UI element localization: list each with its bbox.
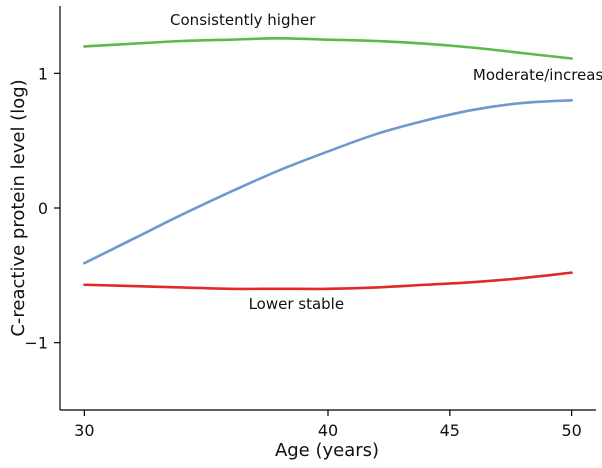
y-axis-title: C-reactive protein level (log) [8, 79, 29, 336]
series-label-consistently-higher: Consistently higher [170, 11, 316, 29]
x-tick-label: 40 [318, 421, 338, 440]
series-label-moderate-increasing: Moderate/increasing [473, 66, 602, 84]
series-layer: Consistently higher Moderate/increasing Lo… [83, 11, 602, 313]
x-axis-title: Age (years) [275, 440, 379, 461]
axes-layer: 30 40 45 50 1 0 −1 [24, 6, 596, 440]
series-line-consistently-higher [83, 37, 573, 60]
y-tick-label: 0 [38, 199, 48, 218]
series-label-lower-stable: Lower stable [249, 295, 345, 313]
series-line-lower-stable [83, 271, 573, 291]
y-tick-label: 1 [38, 64, 48, 83]
x-tick-label: 30 [74, 421, 94, 440]
y-tick-label: −1 [24, 334, 48, 353]
x-tick-label: 45 [440, 421, 460, 440]
x-tick-label: 50 [561, 421, 581, 440]
series-line-moderate-increasing [83, 98, 573, 265]
